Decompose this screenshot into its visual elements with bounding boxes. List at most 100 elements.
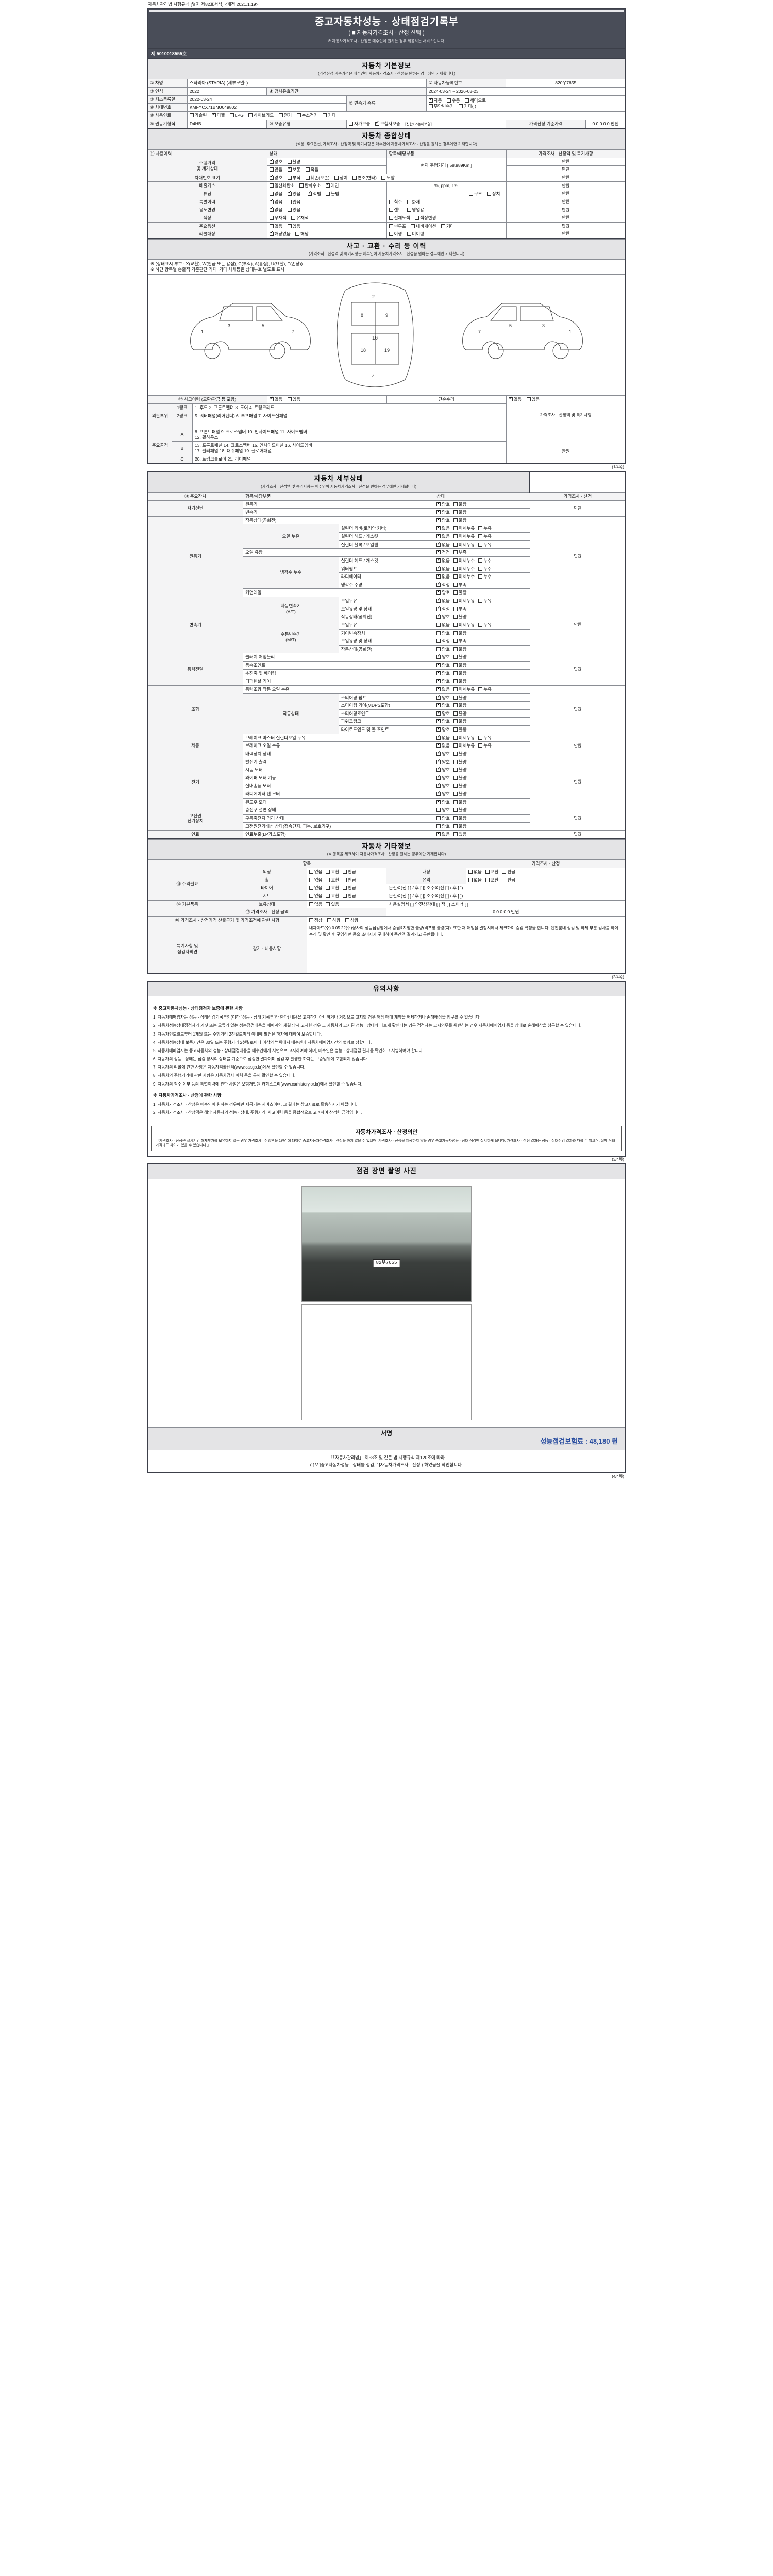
opt-없음[interactable]: 없음 [309, 885, 322, 891]
checkbox-icon[interactable] [436, 759, 441, 764]
opt-양호[interactable]: 양호 [436, 807, 450, 813]
checkbox-icon[interactable] [287, 208, 292, 212]
vehicle-damage-diagram[interactable]: 1 3 5 7 2 8 9 18 19 4 [147, 274, 626, 396]
opt-불량[interactable]: 불량 [453, 631, 467, 636]
checkbox-icon[interactable] [436, 831, 441, 837]
checkbox-icon[interactable] [436, 662, 441, 667]
checkbox-icon[interactable] [287, 191, 292, 196]
checkbox-icon[interactable] [296, 113, 301, 117]
checkbox-icon[interactable] [278, 113, 283, 117]
opt-미세누유[interactable]: 미세누유 [453, 743, 475, 749]
opt-normal[interactable]: 정상 [309, 918, 322, 923]
checkbox-icon[interactable] [269, 396, 274, 401]
opt-없음[interactable]: 없음 [436, 831, 450, 837]
fuel-opt-hydrogen[interactable]: 수소전기 [296, 113, 318, 118]
checkbox-icon[interactable] [375, 121, 379, 126]
checkbox-icon[interactable] [478, 558, 483, 563]
checkbox-icon[interactable] [453, 574, 458, 579]
checkbox-icon[interactable] [478, 687, 483, 691]
checkbox-icon[interactable] [436, 589, 441, 595]
checkbox-icon[interactable] [299, 183, 304, 188]
opt-device[interactable]: 장치 [486, 191, 500, 197]
checkbox-icon[interactable] [436, 742, 441, 748]
opt-불량[interactable]: 불량 [453, 759, 467, 765]
opt-판금[interactable]: 판금 [343, 869, 356, 875]
opt-누수[interactable]: 누수 [478, 558, 492, 564]
checkbox-icon[interactable] [453, 590, 458, 595]
fuel-opt-other[interactable]: 기타 [323, 113, 336, 118]
opt-양호[interactable]: 양호 [436, 759, 450, 765]
opt-양호[interactable]: 양호 [436, 702, 450, 708]
opt-없음[interactable]: 없음 [436, 525, 450, 531]
checkbox-icon[interactable] [453, 534, 458, 538]
checkbox-icon[interactable] [453, 711, 458, 716]
opt-양호[interactable]: 양호 [436, 751, 450, 757]
checkbox-icon[interactable] [343, 870, 347, 874]
opt-양호[interactable]: 양호 [436, 783, 450, 789]
checkbox-icon[interactable] [345, 918, 349, 922]
checkbox-icon[interactable] [453, 663, 458, 667]
opt-적정[interactable]: 적정 [436, 638, 450, 644]
checkbox-icon[interactable] [453, 518, 458, 522]
opt-미세누유[interactable]: 미세누유 [453, 542, 475, 548]
checkbox-icon[interactable] [436, 816, 441, 820]
checkbox-icon[interactable] [389, 232, 393, 236]
opt-양호[interactable]: 양호 [436, 718, 450, 724]
opt-불량[interactable]: 불량 [453, 783, 467, 789]
checkbox-icon[interactable] [453, 655, 458, 659]
checkbox-icon[interactable] [326, 893, 330, 898]
opt-불량[interactable]: 불량 [453, 695, 467, 701]
opt-co[interactable]: 일산화탄소 [269, 183, 295, 189]
checkbox-icon[interactable] [446, 98, 451, 103]
checkbox-icon[interactable] [436, 694, 441, 700]
checkbox-icon[interactable] [389, 199, 393, 204]
opt-없음[interactable]: 없음 [309, 869, 322, 875]
opt-미세누유[interactable]: 미세누유 [453, 687, 475, 692]
checkbox-icon[interactable] [436, 639, 441, 643]
checkbox-icon[interactable] [436, 751, 441, 756]
opt-없음[interactable]: 없음 [468, 869, 482, 875]
opt-없음[interactable]: 없음 [436, 742, 450, 749]
checkbox-icon[interactable] [407, 199, 411, 204]
checkbox-icon[interactable] [468, 870, 473, 874]
opt-없음[interactable]: 없음 [436, 566, 450, 572]
checkbox-icon[interactable] [352, 175, 357, 180]
opt-불량[interactable]: 불량 [453, 654, 467, 660]
fuel-opt-gasoline[interactable]: 가솔린 [189, 113, 207, 118]
opt-양호[interactable]: 양호 [436, 662, 450, 668]
checkbox-icon[interactable] [436, 566, 441, 571]
checkbox-icon[interactable] [436, 541, 441, 547]
checkbox-icon[interactable] [436, 509, 441, 515]
checkbox-icon[interactable] [305, 167, 310, 172]
checkbox-icon[interactable] [407, 208, 411, 212]
checkbox-icon[interactable] [343, 893, 347, 898]
checkbox-icon[interactable] [428, 104, 433, 108]
checkbox-icon[interactable] [436, 702, 441, 708]
opt-미세누유[interactable]: 미세누유 [453, 534, 475, 539]
opt-있음[interactable]: 있음 [453, 832, 467, 837]
checkbox-icon[interactable] [269, 199, 274, 204]
opt-누유[interactable]: 누유 [478, 687, 492, 692]
opt-누유[interactable]: 누유 [478, 542, 492, 548]
opt-exists[interactable]: 있음 [526, 397, 540, 402]
opt-hc[interactable]: 탄화수소 [299, 183, 321, 189]
checkbox-icon[interactable] [502, 870, 507, 874]
checkbox-icon[interactable] [436, 501, 441, 506]
opt-없음[interactable]: 없음 [309, 893, 322, 899]
opt-exists[interactable]: 있음 [287, 224, 300, 229]
checkbox-icon[interactable] [269, 175, 274, 180]
opt-exists[interactable]: 있음 [287, 207, 300, 213]
opt-판금[interactable]: 판금 [343, 885, 356, 891]
opt-불량[interactable]: 불량 [453, 800, 467, 805]
opt-damage[interactable]: 훼손(오손) [305, 175, 329, 181]
opt-color-change[interactable]: 색상변경 [415, 215, 436, 221]
opt-교환[interactable]: 교환 [485, 877, 498, 883]
opt-corrosion[interactable]: 부식 [287, 175, 300, 181]
checkbox-icon[interactable] [453, 606, 458, 611]
opt-없음[interactable]: 없음 [309, 902, 322, 907]
fuel-opt-electric[interactable]: 전기 [278, 113, 292, 118]
checkbox-icon[interactable] [478, 743, 483, 748]
opt-양호[interactable]: 양호 [436, 614, 450, 620]
opt-누수[interactable]: 누수 [478, 566, 492, 572]
checkbox-icon[interactable] [428, 97, 433, 103]
